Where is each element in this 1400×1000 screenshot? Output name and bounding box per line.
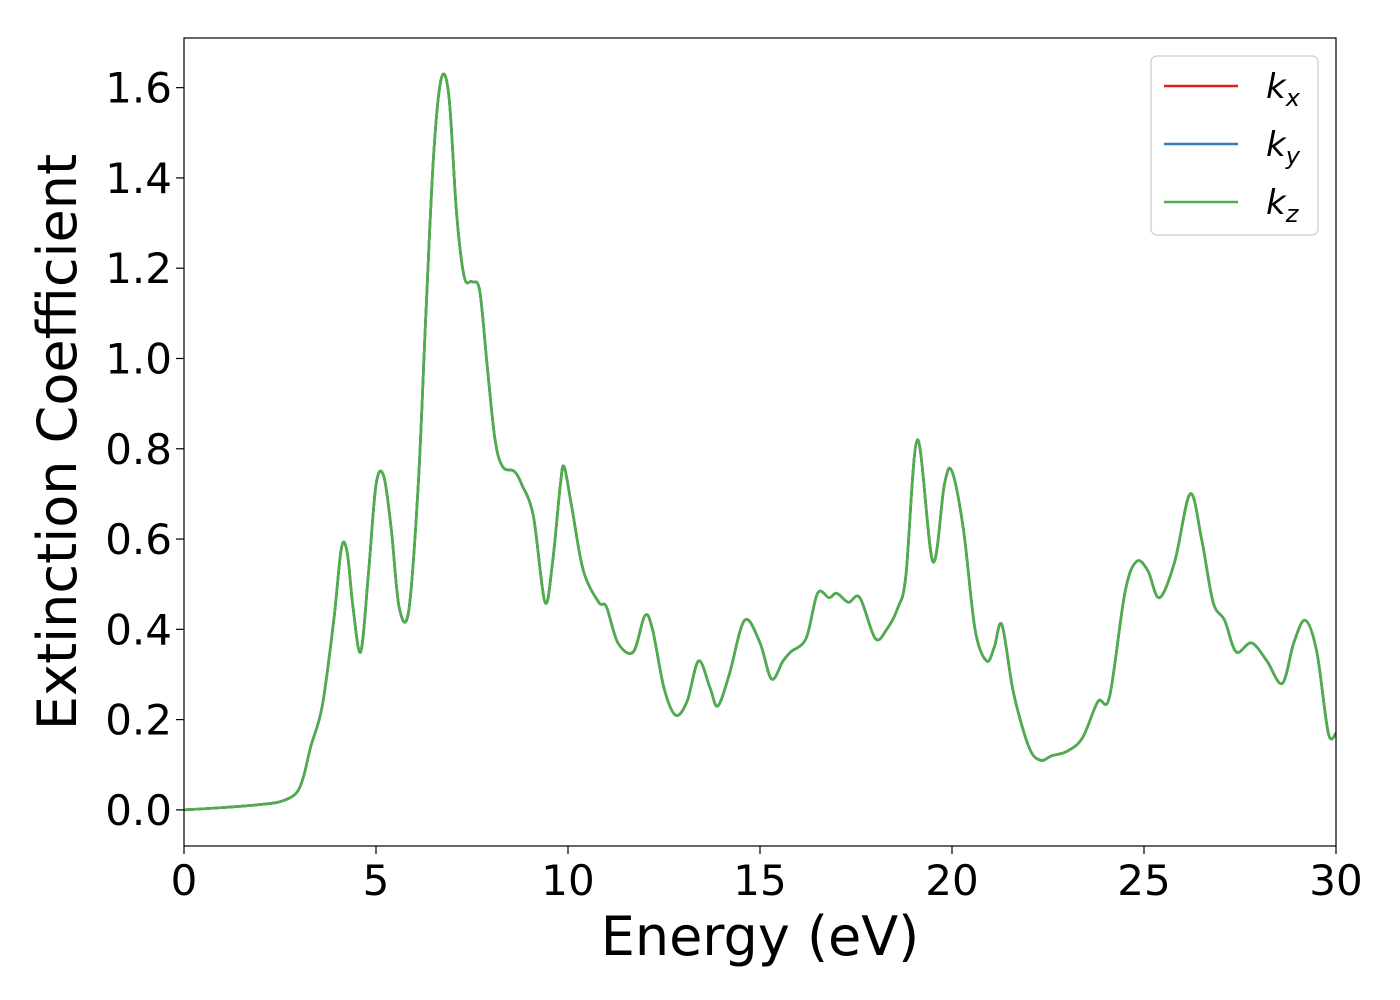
y-axis-ticks: 0.0 0.2 0.4 0.6 0.8 1.0 1.2 1.4 1.6 xyxy=(105,64,184,835)
x-tick-label: 0 xyxy=(171,856,198,905)
series-line-kz xyxy=(183,72,1338,812)
x-tick-label: 25 xyxy=(1117,856,1170,905)
legend-label-ky: ky xyxy=(1266,125,1301,170)
y-tick-label: 0.0 xyxy=(105,786,172,835)
y-tick-label: 0.2 xyxy=(105,696,172,745)
series-layer xyxy=(183,72,1338,812)
legend-label-kz: kz xyxy=(1266,183,1300,228)
y-tick-label: 0.4 xyxy=(105,605,172,654)
y-tick-label: 1.6 xyxy=(105,64,172,113)
legend-label-kx: kx xyxy=(1266,67,1301,112)
x-tick-label: 20 xyxy=(925,856,978,905)
y-tick-label: 0.8 xyxy=(105,425,172,474)
y-axis-title: Extinction Coefficient xyxy=(26,154,89,730)
x-tick-label: 10 xyxy=(541,856,594,905)
x-tick-label: 30 xyxy=(1309,856,1362,905)
x-tick-label: 15 xyxy=(733,856,786,905)
y-tick-label: 1.4 xyxy=(105,154,172,203)
y-tick-label: 1.2 xyxy=(105,244,172,293)
x-tick-label: 5 xyxy=(363,856,390,905)
x-axis-title: Energy (eV) xyxy=(601,905,920,968)
legend-box xyxy=(1150,55,1319,236)
y-tick-label: 1.0 xyxy=(105,334,172,383)
legend: kx ky kz xyxy=(1150,55,1319,236)
x-axis-ticks: 0 5 10 15 20 25 30 xyxy=(171,846,1363,905)
y-tick-label: 0.6 xyxy=(105,515,172,564)
